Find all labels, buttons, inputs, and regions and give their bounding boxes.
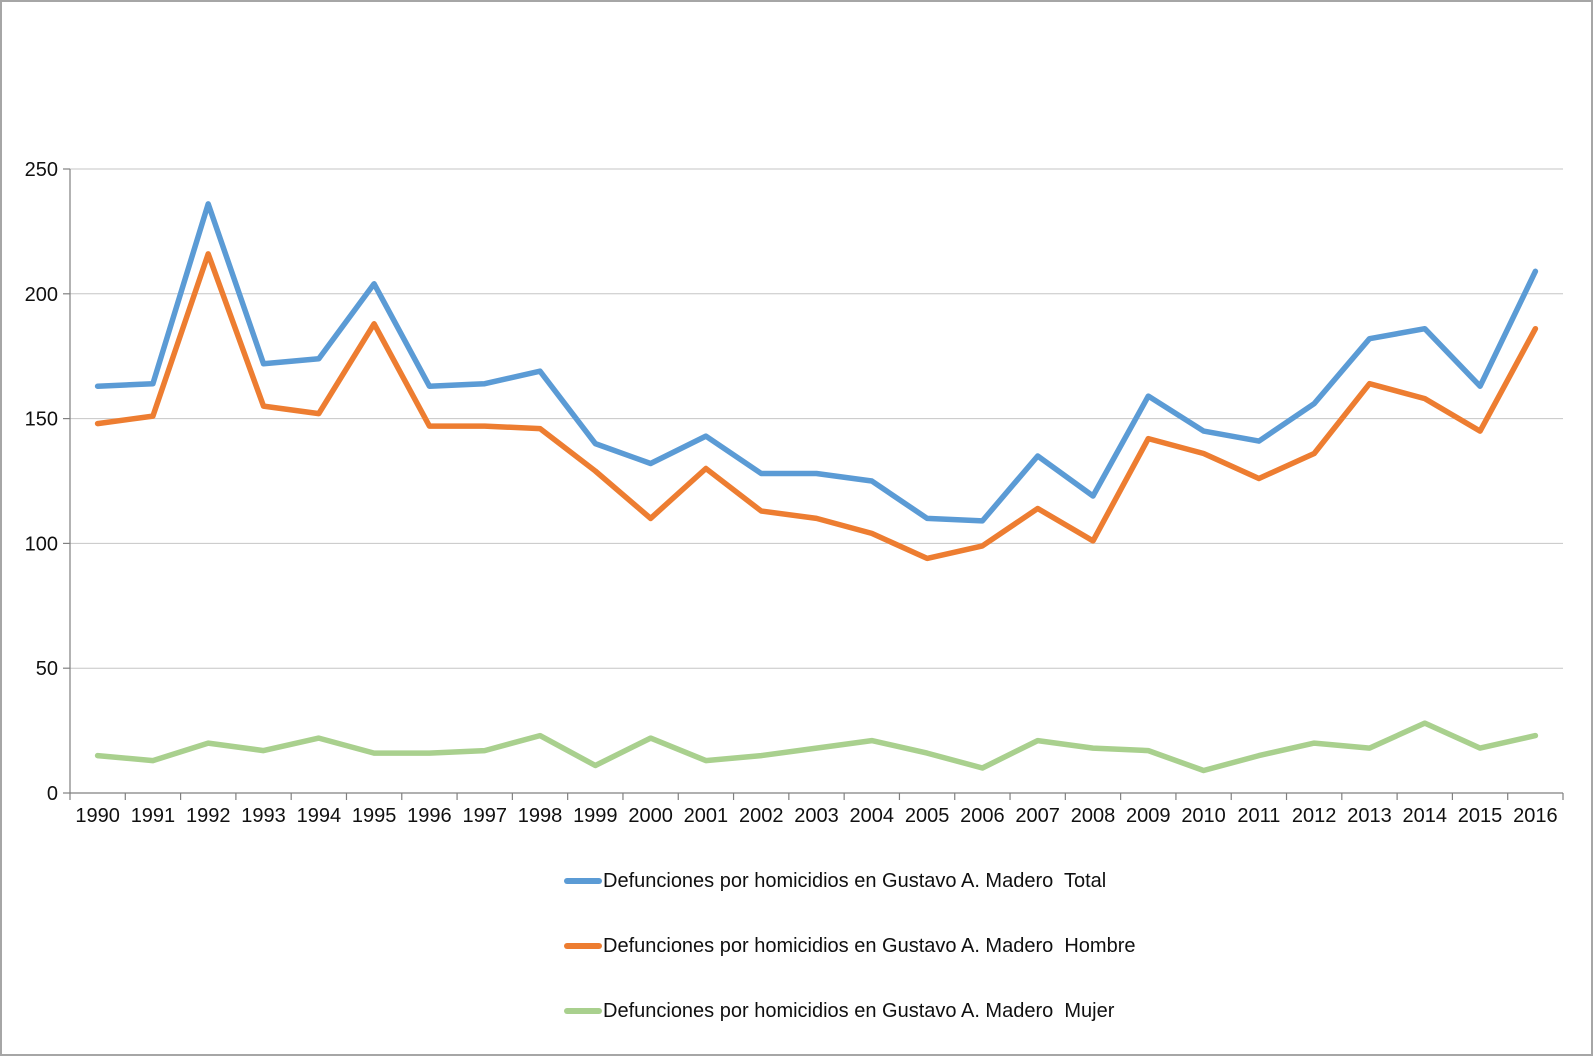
legend-item-hombre: Defunciones por homicidios en Gustavo A.… (564, 934, 1136, 958)
y-axis-label: 150 (25, 409, 58, 431)
legend-swatch-mujer-line (564, 1008, 602, 1014)
legend-item-total: Defunciones por homicidios en Gustavo A.… (564, 869, 1106, 893)
x-axis-label: 1997 (462, 805, 507, 827)
y-axis-label: 250 (25, 159, 58, 181)
x-axis-label: 1992 (186, 805, 231, 827)
x-axis-label: 1993 (241, 805, 286, 827)
series-line-2 (94, 720, 1539, 774)
x-axis-label: 1998 (518, 805, 563, 827)
x-axis-label: 2006 (960, 805, 1005, 827)
x-axis-label: 1994 (297, 805, 342, 827)
x-axis-label: 2014 (1403, 805, 1448, 827)
x-axis-label: 2016 (1513, 805, 1558, 827)
x-axis-label: 2013 (1347, 805, 1392, 827)
x-axis-label: 2005 (905, 805, 950, 827)
legend-label-total: Defunciones por homicidios en Gustavo A.… (603, 869, 1107, 892)
x-axis-label: 2009 (1126, 805, 1171, 827)
x-axis-label: 2011 (1237, 805, 1280, 827)
legend-swatch-hombre-line (564, 943, 602, 949)
x-axis-label: 2000 (628, 805, 673, 827)
x-axis-label: 1991 (131, 805, 176, 827)
y-axis-label: 0 (47, 783, 58, 805)
legend-label-mujer: Defunciones por homicidios en Gustavo A.… (603, 999, 1115, 1022)
x-axis-label: 2010 (1181, 805, 1226, 827)
y-axis-label: 50 (36, 658, 58, 680)
series-line-0 (94, 201, 1539, 524)
x-axis-label: 2001 (684, 805, 729, 827)
x-axis-label: 2007 (1015, 805, 1060, 827)
x-axis-label: 2003 (794, 805, 839, 827)
x-axis-label: 2008 (1071, 805, 1116, 827)
x-axis-label: 2004 (850, 805, 895, 827)
x-axis-label: 2015 (1458, 805, 1503, 827)
x-axis-label: 2002 (739, 805, 784, 827)
y-axis-label: 100 (25, 533, 58, 555)
legend-swatch-total-line (564, 878, 602, 884)
legend-item-mujer: Defunciones por homicidios en Gustavo A.… (564, 999, 1114, 1023)
x-axis-label: 1995 (352, 805, 397, 827)
x-axis-label: 2012 (1292, 805, 1337, 827)
x-axis-label: 1990 (75, 805, 120, 827)
x-axis-label: 1999 (573, 805, 618, 827)
y-axis-label: 200 (25, 284, 58, 306)
x-axis-label: 1996 (407, 805, 452, 827)
legend-label-hombre: Defunciones por homicidios en Gustavo A.… (603, 934, 1136, 957)
series-line-1 (94, 251, 1539, 562)
